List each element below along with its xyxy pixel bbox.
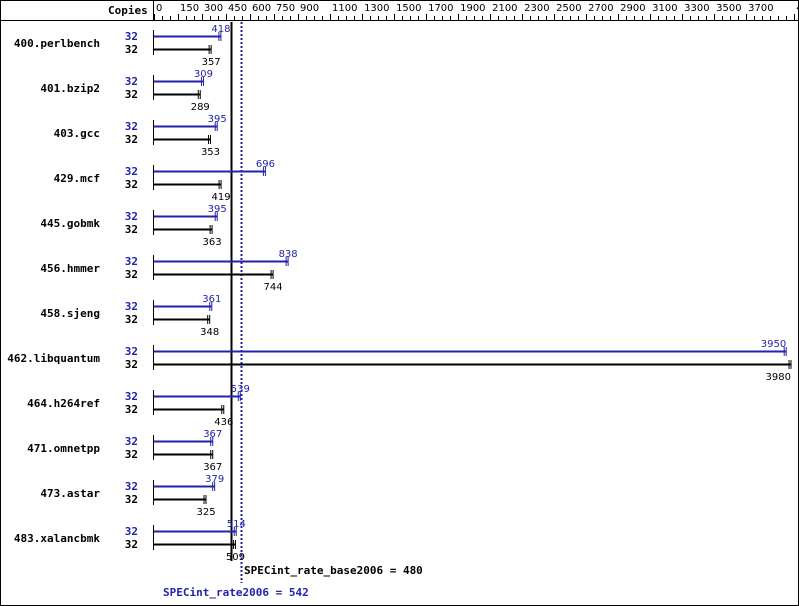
- base-copies-label: 32: [125, 268, 138, 281]
- base-value-label: 289: [191, 102, 210, 113]
- peak-copies-label: 32: [125, 210, 138, 223]
- x-tick-label: 1700: [428, 3, 453, 14]
- x-tick-label: 2300: [524, 3, 549, 14]
- base-copies-label: 32: [125, 133, 138, 146]
- benchmark-label: 458.sjeng: [40, 307, 100, 320]
- peak-value-label: 514: [227, 519, 246, 530]
- benchmark-label: 400.perlbench: [14, 37, 100, 50]
- base-copies-label: 32: [125, 178, 138, 191]
- peak-value-label: 379: [205, 474, 224, 485]
- peak-copies-label: 32: [125, 120, 138, 133]
- x-tick-label: 2500: [556, 3, 581, 14]
- x-tick-label: 2700: [588, 3, 613, 14]
- x-tick-label: 4000: [796, 3, 799, 14]
- x-tick-label: 1900: [460, 3, 485, 14]
- x-tick-label: 2100: [492, 3, 517, 14]
- base-copies-label: 32: [125, 493, 138, 506]
- base-value-label: 348: [200, 327, 219, 338]
- x-tick-label: 900: [300, 3, 319, 14]
- benchmark-label: 483.xalancbmk: [14, 532, 100, 545]
- peak-copies-label: 32: [125, 165, 138, 178]
- base-value-label: 367: [203, 462, 222, 473]
- base-value-label: 419: [212, 192, 231, 203]
- peak-copies-label: 32: [125, 435, 138, 448]
- benchmark-label: 445.gobmk: [40, 217, 100, 230]
- base-copies-label: 32: [125, 88, 138, 101]
- base-copies-label: 32: [125, 43, 138, 56]
- peak-copies-label: 32: [125, 75, 138, 88]
- benchmark-label: 471.omnetpp: [27, 442, 100, 455]
- peak-copies-label: 32: [125, 30, 138, 43]
- peak-summary-label: SPECint_rate2006 = 542: [163, 586, 309, 599]
- x-tick-label: 3100: [652, 3, 677, 14]
- peak-value-label: 367: [203, 429, 222, 440]
- benchmark-label: 456.hmmer: [40, 262, 100, 275]
- peak-value-label: 838: [279, 249, 298, 260]
- base-value-label: 325: [196, 507, 215, 518]
- base-value-label: 353: [201, 147, 220, 158]
- base-copies-label: 32: [125, 448, 138, 461]
- base-copies-label: 32: [125, 538, 138, 551]
- x-tick-label: 0: [156, 3, 162, 14]
- x-tick-label: 3700: [748, 3, 773, 14]
- x-tick-label: 3300: [684, 3, 709, 14]
- x-tick-label: 2900: [620, 3, 645, 14]
- peak-value-label: 696: [256, 159, 275, 170]
- base-copies-label: 32: [125, 358, 138, 371]
- peak-value-label: 3950: [761, 339, 786, 350]
- base-value-label: 363: [203, 237, 222, 248]
- peak-value-label: 309: [194, 69, 213, 80]
- base-copies-label: 32: [125, 313, 138, 326]
- base-value-label: 744: [264, 282, 283, 293]
- peak-copies-label: 32: [125, 390, 138, 403]
- benchmark-label: 429.mcf: [54, 172, 100, 185]
- x-tick-label: 3500: [716, 3, 741, 14]
- peak-value-label: 539: [231, 384, 250, 395]
- x-tick-label: 1100: [332, 3, 357, 14]
- benchmark-label: 473.astar: [40, 487, 100, 500]
- benchmark-label: 464.h264ref: [27, 397, 100, 410]
- peak-value-label: 395: [208, 114, 227, 125]
- base-value-label: 3980: [766, 372, 791, 383]
- benchmark-label: 403.gcc: [54, 127, 100, 140]
- x-tick-label: 1300: [364, 3, 389, 14]
- x-tick-label: 600: [252, 3, 271, 14]
- base-copies-label: 32: [125, 403, 138, 416]
- x-tick-label: 450: [228, 3, 247, 14]
- x-tick-label: 300: [204, 3, 223, 14]
- peak-copies-label: 32: [125, 255, 138, 268]
- base-value-label: 436: [214, 417, 233, 428]
- base-value-label: 509: [226, 552, 245, 563]
- x-tick-label: 150: [180, 3, 199, 14]
- peak-copies-label: 32: [125, 480, 138, 493]
- peak-copies-label: 32: [125, 345, 138, 358]
- benchmark-label: 462.libquantum: [7, 352, 100, 365]
- peak-copies-label: 32: [125, 525, 138, 538]
- x-tick-label: 750: [276, 3, 295, 14]
- peak-value-label: 418: [211, 24, 230, 35]
- base-value-label: 357: [202, 57, 221, 68]
- x-tick-label: 1500: [396, 3, 421, 14]
- peak-copies-label: 32: [125, 300, 138, 313]
- base-copies-label: 32: [125, 223, 138, 236]
- copies-header: Copies: [108, 4, 148, 17]
- base-summary-label: SPECint_rate_base2006 = 480: [244, 564, 423, 577]
- peak-value-label: 395: [208, 204, 227, 215]
- peak-value-label: 361: [202, 294, 221, 305]
- benchmark-label: 401.bzip2: [40, 82, 100, 95]
